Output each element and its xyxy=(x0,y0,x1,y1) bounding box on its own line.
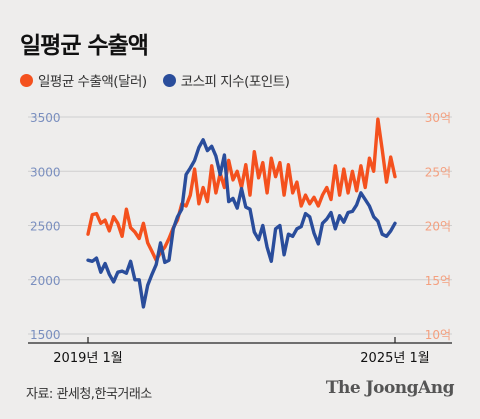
y-right-tick-label: 15억 xyxy=(425,274,451,288)
legend-dot-export xyxy=(20,73,33,87)
legend-item-export: 일평균 수출액(달러) xyxy=(20,70,147,90)
x-tick-label: 2019년 1월 xyxy=(53,351,122,366)
y-left-tick-label: 2000 xyxy=(30,274,61,288)
legend-label-kospi: 코스피 지수(포인트) xyxy=(180,74,290,90)
brand-logo: The JoongAng xyxy=(325,378,455,398)
legend-dot-kospi xyxy=(162,73,176,87)
legend-item-kospi: 코스피 지수(포인트) xyxy=(162,70,290,90)
y-left-tick-label: 3500 xyxy=(30,111,61,125)
series-line-kospi xyxy=(86,138,397,309)
legend-label-export: 일평균 수출액(달러) xyxy=(38,74,147,90)
y-right-tick-label: 20억 xyxy=(425,220,451,234)
x-tick-label: 2025년 1월 xyxy=(360,351,429,366)
y-left-tick-label: 1500 xyxy=(30,328,61,342)
y-right-tick-label: 30억 xyxy=(425,111,451,125)
y-left-tick-label: 2500 xyxy=(30,220,61,234)
y-right-tick-label: 25억 xyxy=(425,165,451,179)
chart-title: 일평균 수출액 xyxy=(20,33,149,59)
legend: 일평균 수출액(달러) 코스피 지수(포인트) xyxy=(20,70,305,90)
y-left-tick-label: 3000 xyxy=(30,165,61,179)
source-note: 자료: 관세청,한국거래소 xyxy=(26,387,152,402)
y-right-tick-label: 10억 xyxy=(425,328,451,342)
